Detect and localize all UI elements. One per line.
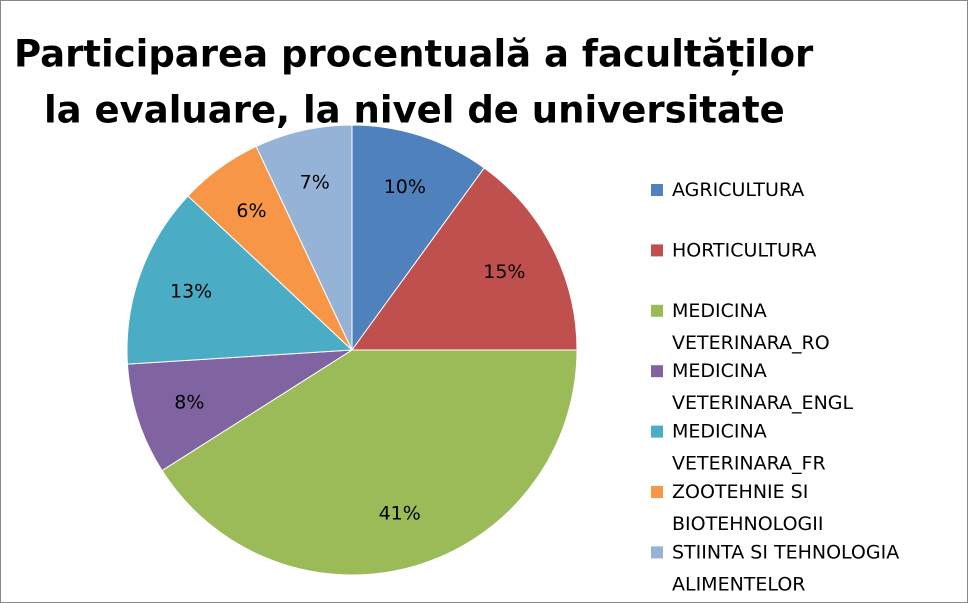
legend-label: STIINTA SI TEHNOLOGIA ALIMENTELOR — [672, 541, 899, 595]
legend-label: MEDICINA VETERINARA_RO — [672, 299, 830, 353]
legend-line: VETERINARA_RO — [672, 331, 830, 353]
legend-line: BIOTEHNOLOGII — [672, 513, 823, 535]
legend-swatch — [651, 425, 663, 438]
legend-label: MEDICINA VETERINARA_FR — [672, 420, 826, 474]
legend-swatch — [651, 244, 663, 257]
legend-swatch — [651, 546, 663, 559]
slice-label: 8% — [174, 391, 204, 413]
legend-line: ZOOTEHNIE SI — [672, 481, 808, 503]
pie-slice — [126, 349, 353, 472]
legend-line: VETERINARA_ENGL — [672, 392, 853, 414]
chart-title: la evaluare, la nivel de universitate — [44, 89, 785, 132]
legend-line: MEDICINA — [672, 360, 767, 382]
slice-label: 41% — [379, 503, 421, 525]
pie-slice — [351, 124, 485, 352]
legend-line: VETERINARA_FR — [672, 452, 826, 474]
slice-label: 13% — [170, 281, 212, 303]
legend-swatch — [651, 184, 663, 196]
pie-slice — [126, 195, 354, 365]
slice-label: 6% — [236, 200, 266, 222]
legend-swatch — [651, 486, 663, 498]
legend-swatch — [651, 365, 663, 378]
legend-line: ALIMENTELOR — [672, 573, 805, 595]
slice-label: 15% — [483, 261, 525, 283]
pie-slice — [255, 124, 353, 351]
pie-slice — [351, 167, 578, 351]
legend-label: AGRICULTURA — [672, 179, 804, 201]
legend-line: MEDICINA — [672, 420, 767, 442]
slice-label: 7% — [300, 172, 330, 194]
legend-line: MEDICINA — [672, 299, 767, 321]
slice-label: 10% — [384, 176, 426, 198]
legend-label: HORTICULTURA — [672, 239, 816, 261]
legend-line: STIINTA SI TEHNOLOGIA — [672, 541, 899, 563]
legend-label: MEDICINA VETERINARA_ENGL — [672, 360, 853, 414]
legend-line: HORTICULTURA — [672, 239, 816, 261]
legend-line: AGRICULTURA — [672, 179, 804, 201]
pie-slice — [161, 349, 578, 576]
legend-swatch — [651, 304, 663, 317]
legend-label: ZOOTEHNIE SI BIOTEHNOLOGII — [672, 481, 823, 535]
chart-title: Participarea procentuală a facultăților — [14, 33, 814, 76]
